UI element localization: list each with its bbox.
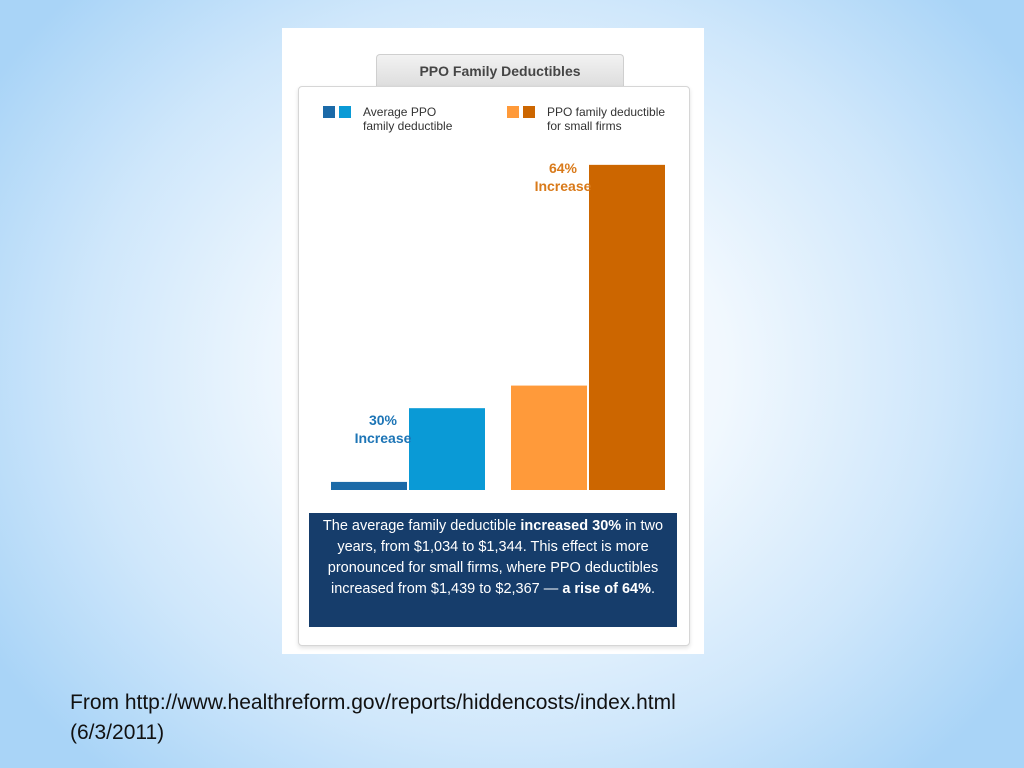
legend-swatches-average bbox=[323, 105, 355, 119]
legend-swatch-small-firms-year2 bbox=[523, 106, 535, 118]
legend-label-average: Average PPO family deductible bbox=[363, 105, 453, 133]
legend-swatch-average-year1 bbox=[323, 106, 335, 118]
summary-text-2: in two years, from $1,034 to $1,344. Thi… bbox=[327, 518, 664, 597]
legend-swatch-small-firms-year1 bbox=[507, 106, 519, 118]
annotation-small-firms-word: Increase bbox=[534, 178, 592, 194]
summary-text-3: . bbox=[650, 581, 656, 597]
source-caption-line-2: (6/3/2011) bbox=[70, 721, 165, 744]
bar-average-year2 bbox=[409, 408, 485, 490]
source-caption: From http://www.healthreform.gov/reports… bbox=[70, 688, 950, 748]
legend-swatches-small-firms bbox=[507, 105, 539, 119]
summary-bold-1: increased 30% bbox=[520, 518, 622, 534]
summary-box: The average family deductible increased … bbox=[309, 513, 677, 627]
source-caption-line-1: From http://www.healthreform.gov/reports… bbox=[70, 691, 676, 714]
legend-swatch-average-year2 bbox=[339, 106, 351, 118]
bar-plot bbox=[331, 164, 665, 490]
annotation-small-firms-percent: 64% bbox=[548, 160, 578, 176]
summary-text-1: The average family deductible bbox=[322, 518, 521, 534]
annotation-small-firms-increase: 64% Increase bbox=[519, 159, 607, 195]
summary-bold-2: a rise of 64% bbox=[562, 581, 651, 597]
annotation-average-increase: 30% Increase bbox=[343, 411, 423, 447]
bar-small-firms-year2 bbox=[589, 164, 665, 490]
annotation-average-word: Increase bbox=[354, 430, 412, 446]
bar-small-firms-year1 bbox=[511, 385, 587, 490]
legend-label-small-firms: PPO family deductible for small firms bbox=[547, 105, 666, 133]
bar-average-year1 bbox=[331, 481, 407, 490]
chart-title: PPO Family Deductibles bbox=[376, 54, 624, 89]
chart-panel: Average PPO family deductible PPO family… bbox=[298, 86, 690, 646]
annotation-average-percent: 30% bbox=[368, 412, 398, 428]
chart-figure: PPO Family Deductibles Average PPO famil… bbox=[282, 28, 704, 654]
